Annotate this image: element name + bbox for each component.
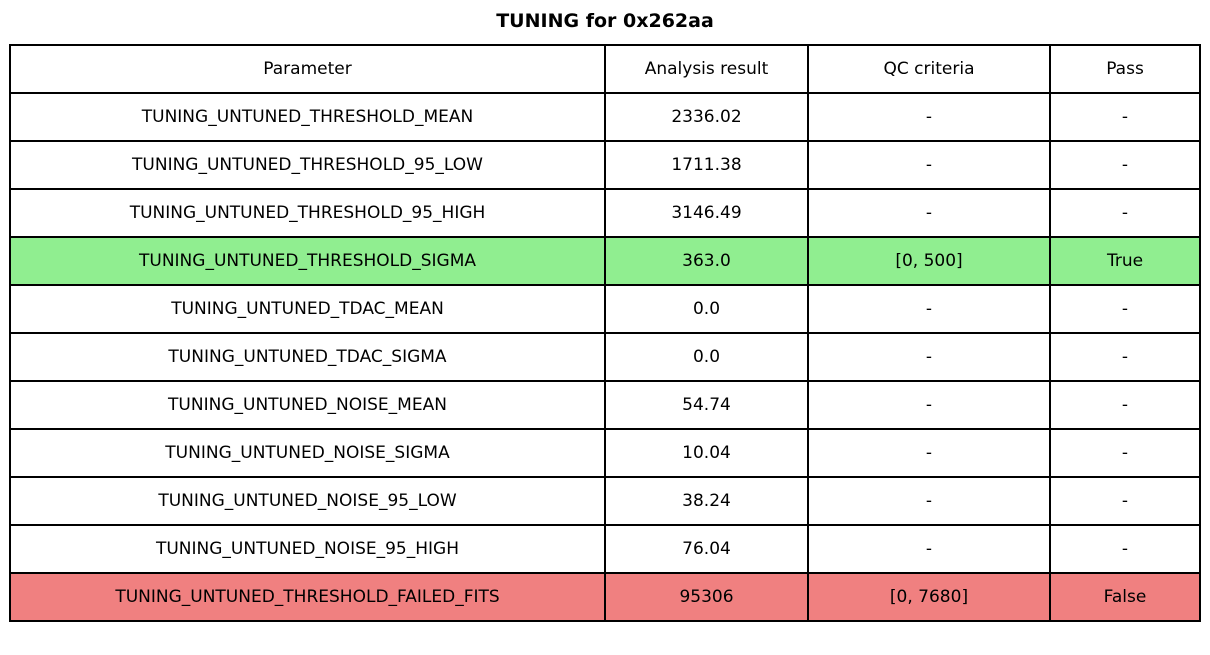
- table-row: TUNING_UNTUNED_NOISE_SIGMA 10.04- -: [9, 428, 1201, 478]
- table-row: TUNING_UNTUNED_THRESHOLD_95_HIGH 3146.49-…: [9, 188, 1201, 238]
- qc-table: Parameter Analysis result QC criteria Pass …: [9, 44, 1201, 622]
- table-row: TUNING_UNTUNED_NOISE_95_HIGH 76.04- -: [9, 524, 1201, 574]
- cell-analysis-result: 76.04: [604, 524, 809, 574]
- cell-pass: -: [1049, 380, 1201, 430]
- cell-qc-criteria: [0, 500]: [807, 236, 1051, 286]
- cell-parameter: TUNING_UNTUNED_THRESHOLD_95_LOW: [9, 140, 606, 190]
- cell-pass: False: [1049, 572, 1201, 622]
- column-header-parameter: Parameter: [9, 44, 606, 94]
- table-head: Parameter Analysis result QC criteria Pass: [9, 44, 1201, 94]
- cell-parameter: TUNING_UNTUNED_THRESHOLD_MEAN: [9, 92, 606, 142]
- cell-pass: -: [1049, 284, 1201, 334]
- cell-qc-criteria: -: [807, 284, 1051, 334]
- cell-analysis-result: 363.0: [604, 236, 809, 286]
- cell-parameter: TUNING_UNTUNED_NOISE_95_LOW: [9, 476, 606, 526]
- cell-analysis-result: 10.04: [604, 428, 809, 478]
- cell-analysis-result: 0.0: [604, 284, 809, 334]
- cell-analysis-result: 2336.02: [604, 92, 809, 142]
- column-header-qc-criteria: QC criteria: [807, 44, 1051, 94]
- cell-qc-criteria: -: [807, 188, 1051, 238]
- figure-title: TUNING for 0x262aa: [496, 10, 714, 32]
- cell-qc-criteria: -: [807, 476, 1051, 526]
- column-header-pass: Pass: [1049, 44, 1201, 94]
- cell-analysis-result: 3146.49: [604, 188, 809, 238]
- cell-pass: -: [1049, 188, 1201, 238]
- table-row: TUNING_UNTUNED_THRESHOLD_SIGMA 363.0 [0, 5…: [9, 236, 1201, 286]
- cell-analysis-result: 38.24: [604, 476, 809, 526]
- cell-pass: -: [1049, 332, 1201, 382]
- table-row: TUNING_UNTUNED_THRESHOLD_MEAN 2336.02- -: [9, 92, 1201, 142]
- cell-qc-criteria: -: [807, 380, 1051, 430]
- cell-analysis-result: 1711.38: [604, 140, 809, 190]
- cell-parameter: TUNING_UNTUNED_NOISE_SIGMA: [9, 428, 606, 478]
- cell-pass: -: [1049, 140, 1201, 190]
- cell-qc-criteria: -: [807, 92, 1051, 142]
- cell-qc-criteria: [0, 7680]: [807, 572, 1051, 622]
- cell-pass: -: [1049, 476, 1201, 526]
- cell-qc-criteria: -: [807, 140, 1051, 190]
- cell-qc-criteria: -: [807, 332, 1051, 382]
- cell-pass: -: [1049, 428, 1201, 478]
- cell-parameter: TUNING_UNTUNED_NOISE_95_HIGH: [9, 524, 606, 574]
- cell-pass: -: [1049, 92, 1201, 142]
- header-row: Parameter Analysis result QC criteria Pass: [9, 44, 1201, 94]
- cell-analysis-result: 95306: [604, 572, 809, 622]
- cell-pass: True: [1049, 236, 1201, 286]
- cell-parameter: TUNING_UNTUNED_TDAC_SIGMA: [9, 332, 606, 382]
- cell-parameter: TUNING_UNTUNED_NOISE_MEAN: [9, 380, 606, 430]
- table-row: TUNING_UNTUNED_THRESHOLD_FAILED_FITS 9530…: [9, 572, 1201, 622]
- table-row: TUNING_UNTUNED_TDAC_MEAN 0.0- -: [9, 284, 1201, 334]
- cell-qc-criteria: -: [807, 428, 1051, 478]
- table-row: TUNING_UNTUNED_NOISE_MEAN 54.74- -: [9, 380, 1201, 430]
- column-header-analysis-result: Analysis result: [604, 44, 809, 94]
- table-row: TUNING_UNTUNED_NOISE_95_LOW 38.24- -: [9, 476, 1201, 526]
- cell-parameter: TUNING_UNTUNED_THRESHOLD_FAILED_FITS: [9, 572, 606, 622]
- cell-qc-criteria: -: [807, 524, 1051, 574]
- cell-pass: -: [1049, 524, 1201, 574]
- table-body: TUNING_UNTUNED_THRESHOLD_MEAN 2336.02- - TU…: [9, 92, 1201, 622]
- cell-parameter: TUNING_UNTUNED_TDAC_MEAN: [9, 284, 606, 334]
- table-row: TUNING_UNTUNED_TDAC_SIGMA 0.0- -: [9, 332, 1201, 382]
- cell-parameter: TUNING_UNTUNED_THRESHOLD_95_HIGH: [9, 188, 606, 238]
- cell-analysis-result: 54.74: [604, 380, 809, 430]
- table-row: TUNING_UNTUNED_THRESHOLD_95_LOW 1711.38- -: [9, 140, 1201, 190]
- cell-analysis-result: 0.0: [604, 332, 809, 382]
- cell-parameter: TUNING_UNTUNED_THRESHOLD_SIGMA: [9, 236, 606, 286]
